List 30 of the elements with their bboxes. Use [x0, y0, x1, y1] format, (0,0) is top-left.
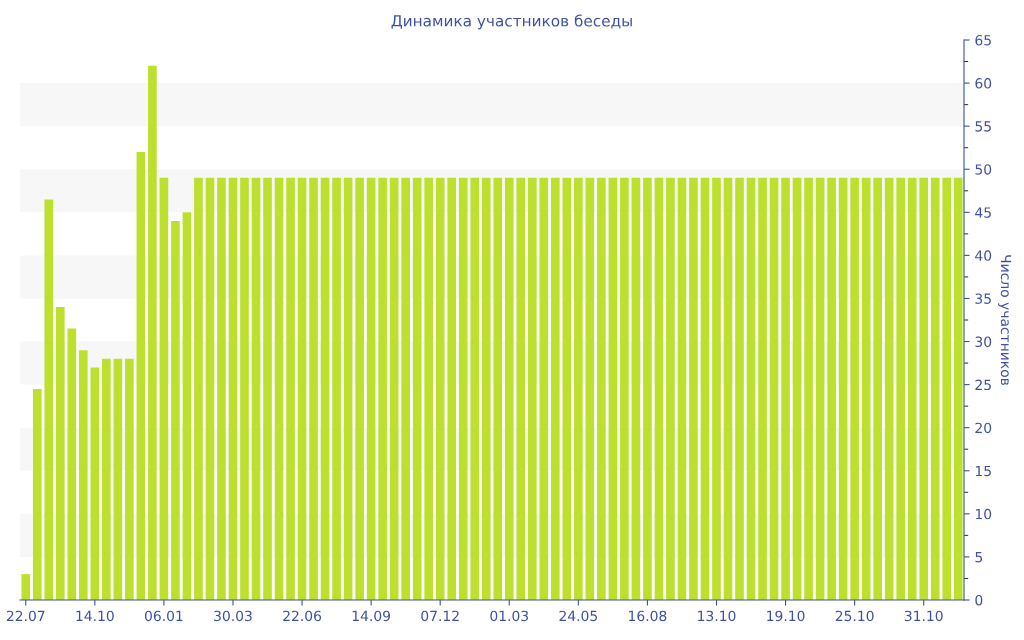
y-tick-label: 10 — [975, 508, 992, 520]
y-tick-label: 45 — [975, 207, 991, 218]
y-tick-label: 0 — [975, 594, 983, 606]
y-tick-label: 35 — [975, 293, 991, 304]
x-tick-label: 22.06 — [283, 610, 322, 622]
x-tick-label: 24.05 — [559, 610, 598, 622]
x-tick-label: 16.08 — [629, 610, 667, 622]
x-tick-label: 31.10 — [904, 610, 943, 622]
y-tick-label: 50 — [975, 164, 992, 175]
y-tick-label: 20 — [975, 422, 992, 434]
x-tick-label: 14.10 — [76, 610, 114, 622]
x-tick-label: 01.03 — [490, 610, 529, 622]
y-tick-label: 30 — [975, 336, 992, 348]
y-tick-label: 65 — [975, 34, 991, 46]
y-axis-title: Число участников — [998, 255, 1012, 386]
x-tick-label: 14.09 — [352, 610, 391, 622]
x-tick-label: 07.12 — [421, 610, 459, 622]
x-tick-label: 30.03 — [214, 610, 252, 622]
y-tick-label: 60 — [975, 78, 992, 89]
y-tick-label: 25 — [975, 379, 991, 391]
y-tick-label: 55 — [975, 121, 991, 132]
x-tick-label: 13.10 — [698, 610, 736, 622]
y-tick-label: 15 — [975, 465, 991, 477]
x-tick-label: 19.10 — [767, 610, 805, 622]
x-tick-label: 06.01 — [144, 610, 183, 622]
x-tick-label: 25.10 — [835, 610, 874, 622]
x-tick-label: 22.07 — [6, 610, 45, 622]
chart-title: Динамика участников беседы — [391, 14, 632, 30]
y-tick-label: 40 — [975, 250, 992, 261]
y-tick-label: 5 — [975, 552, 983, 563]
